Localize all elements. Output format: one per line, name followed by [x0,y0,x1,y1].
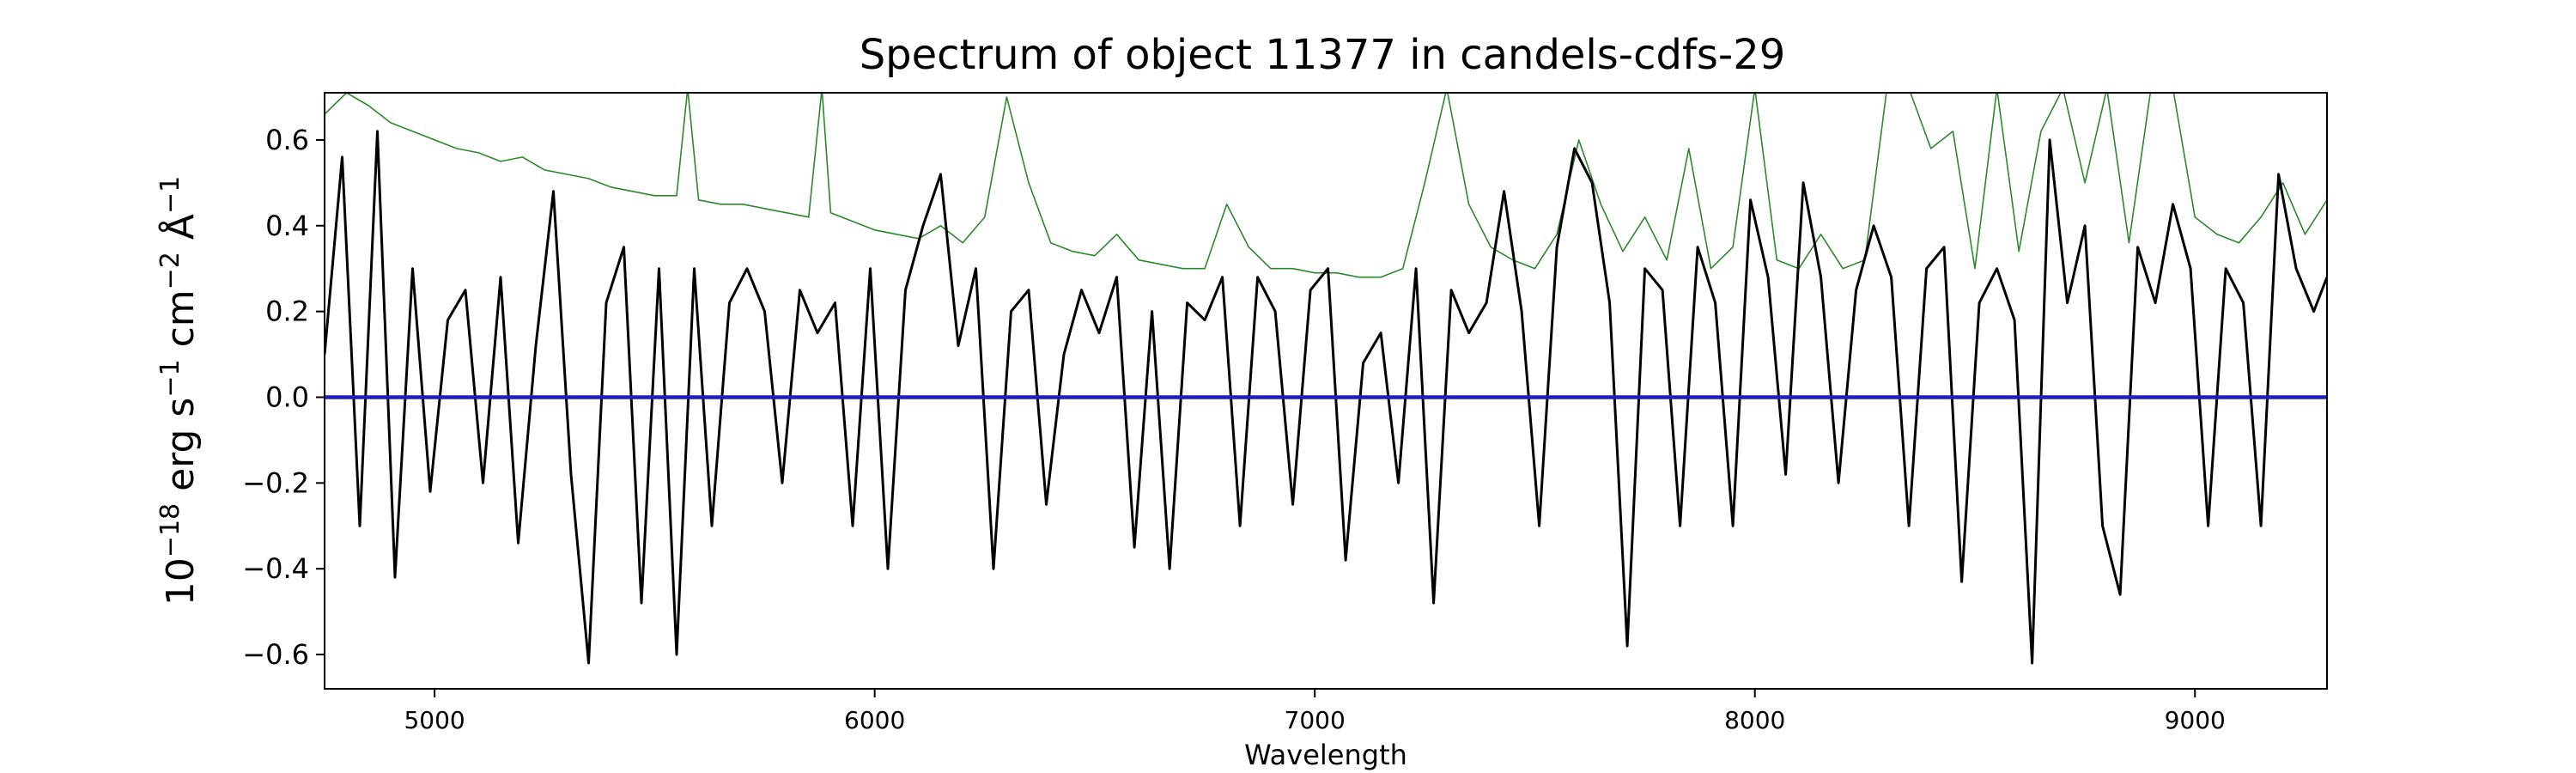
x-axis-ticks: 5000 6000 7000 8000 9000 [404,689,2226,734]
y-tick-label: 0.4 [265,210,309,242]
x-tick-label: 5000 [404,706,465,734]
y-axis-label-exp3: −2 [155,252,185,289]
y-axis-label-mid2: cm [159,289,203,359]
y-tick-label: −0.4 [242,552,309,585]
y-axis-label-mid3: Å [157,214,203,252]
y-axis-ticks: −0.6 −0.4 −0.2 0.0 0.2 0.4 0.6 [242,124,325,671]
x-tick-label: 9000 [2165,706,2226,734]
y-tick-label: 0.2 [265,295,309,328]
y-axis-label-exp4: −1 [155,176,185,214]
y-axis-label: 10−18 erg s−1 cm−2 Å−1 [155,176,204,606]
chart-title: Spectrum of object 11377 in candels-cdfs… [860,31,1786,79]
y-axis-label-exp1: −18 [155,503,185,557]
error-series-line [325,93,2327,278]
y-tick-label: −0.6 [242,638,309,671]
y-tick-label: −0.2 [242,466,309,499]
plot-area [325,93,2327,665]
y-tick-label: 0.0 [265,380,309,413]
y-axis-label-exp2: −1 [155,359,185,397]
x-tick-label: 8000 [1724,706,1785,734]
plot-frame [324,92,2328,690]
y-axis-label-base: 10 [159,557,203,606]
x-tick-label: 7000 [1285,706,1346,734]
x-tick-label: 6000 [844,706,905,734]
flux-series-line [325,130,2327,665]
x-axis-label: Wavelength [1244,739,1407,771]
y-tick-label: 0.6 [265,124,309,156]
y-axis-label-mid1: erg s [159,398,203,503]
